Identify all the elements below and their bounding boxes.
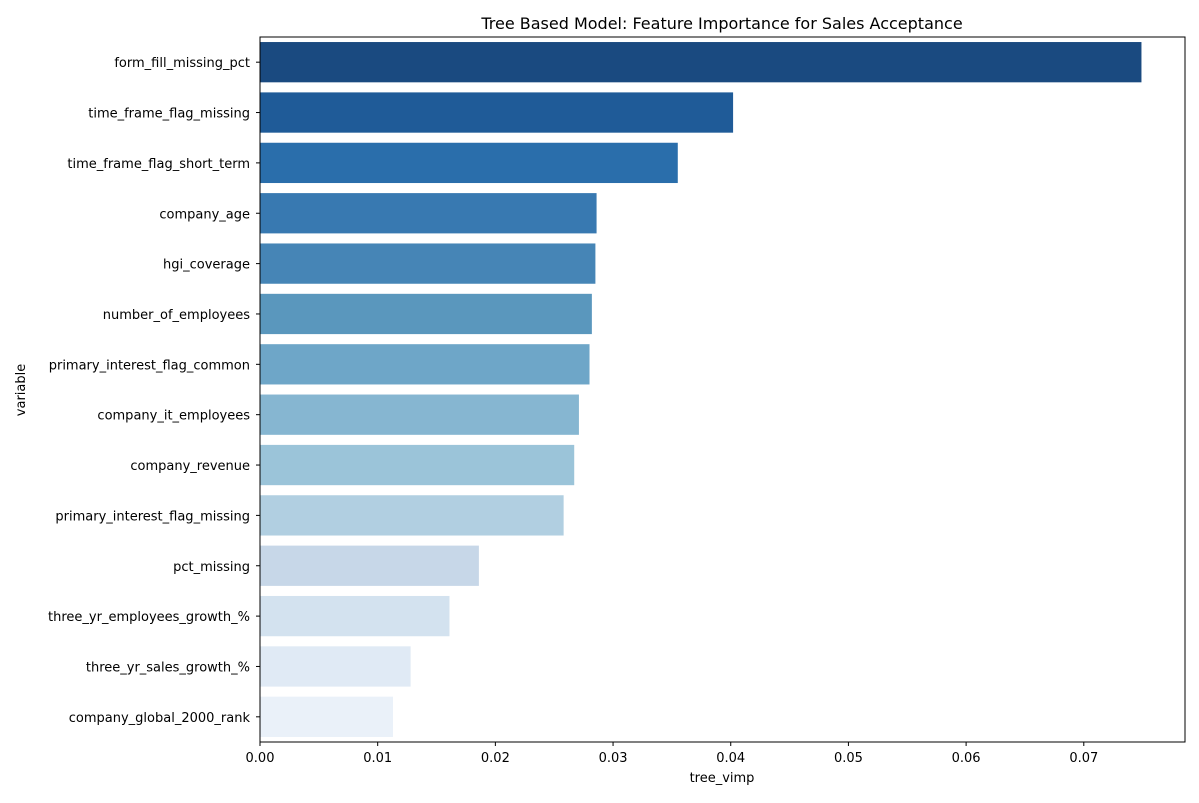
bar-company_age xyxy=(260,193,597,234)
y-tick-label: number_of_employees xyxy=(103,308,250,323)
bar-three_yr_sales_growth_% xyxy=(260,646,411,687)
x-tick-label: 0.02 xyxy=(481,751,510,766)
y-tick-label: company_revenue xyxy=(130,459,250,474)
y-tick-label: time_frame_flag_missing xyxy=(88,107,250,122)
bar-primary_interest_flag_missing xyxy=(260,495,564,536)
y-axis-title: variable xyxy=(14,364,29,416)
bar-pct_missing xyxy=(260,545,479,586)
y-tick-label: three_yr_employees_growth_% xyxy=(48,610,250,625)
y-tick-label: time_frame_flag_short_term xyxy=(67,157,250,172)
bar-number_of_employees xyxy=(260,293,592,335)
bar-three_yr_employees_growth_% xyxy=(260,595,450,637)
x-tick-label: 0.06 xyxy=(952,751,981,766)
x-tick-label: 0.01 xyxy=(363,751,392,766)
bar-company_revenue xyxy=(260,444,575,486)
bar-time_frame_flag_missing xyxy=(260,92,734,133)
plot-frame xyxy=(259,36,1186,743)
x-tick-label: 0.00 xyxy=(246,751,275,766)
y-tick-labels: form_fill_missing_pct time_frame_flag_mis… xyxy=(48,56,260,726)
y-tick-label: three_yr_sales_growth_% xyxy=(86,660,250,675)
x-axis: 0.00 0.01 0.02 0.03 0.04 0.05 0.06 0.07 xyxy=(246,742,1098,766)
y-tick-label: company_it_employees xyxy=(97,409,250,424)
y-tick-label: pct_missing xyxy=(173,560,250,575)
y-tick-label: primary_interest_flag_missing xyxy=(55,509,250,524)
x-tick-label: 0.03 xyxy=(599,751,628,766)
chart-title: Tree Based Model: Feature Importance for… xyxy=(480,14,962,33)
x-tick-label: 0.07 xyxy=(1069,751,1098,766)
bar-time_frame_flag_short_term xyxy=(260,142,678,184)
y-tick-label: company_global_2000_rank xyxy=(69,711,251,726)
bar-form_fill_missing_pct xyxy=(260,42,1142,83)
bar-hgi_coverage xyxy=(260,243,596,284)
x-tick-label: 0.05 xyxy=(834,751,863,766)
y-tick-label: hgi_coverage xyxy=(163,258,250,273)
x-tick-label: 0.04 xyxy=(716,751,745,766)
y-tick-label: form_fill_missing_pct xyxy=(114,56,250,71)
x-axis-title: tree_vimp xyxy=(690,771,755,786)
bars-group xyxy=(260,42,1142,737)
y-tick-label: primary_interest_flag_common xyxy=(49,358,250,373)
bar-company_global_2000_rank xyxy=(260,696,393,737)
bar-primary_interest_flag_common xyxy=(260,344,590,385)
bar-company_it_employees xyxy=(260,394,579,435)
y-tick-label: company_age xyxy=(159,207,250,222)
